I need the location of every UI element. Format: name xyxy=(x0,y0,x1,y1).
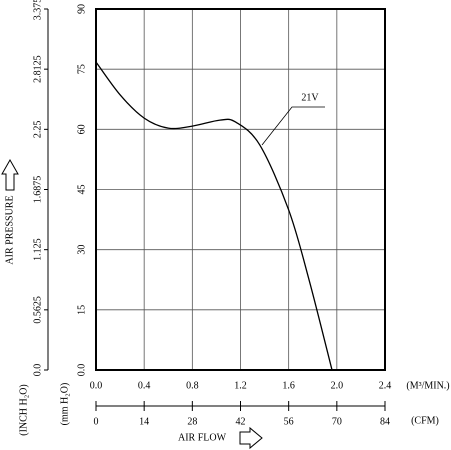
plot-frame xyxy=(95,8,386,371)
y-tick-label: 60 xyxy=(76,124,87,134)
right-arrow xyxy=(239,426,263,450)
y2-tick-label: 0.0 xyxy=(32,364,43,377)
y-tick-label: 30 xyxy=(76,245,87,255)
y-tick-label: 45 xyxy=(76,185,87,195)
x-tick-label: 0.4 xyxy=(138,380,151,391)
x-tick-label: 1.2 xyxy=(234,380,247,391)
x2-tick-label: 70 xyxy=(332,416,342,427)
y2-tick-label: 1.6875 xyxy=(32,176,43,204)
y-tick-label: 90 xyxy=(76,4,87,14)
x-tick-label: 2.4 xyxy=(379,380,392,391)
y2-tick-label: 1.125 xyxy=(32,238,43,261)
x2-tick-label: 0 xyxy=(94,416,99,427)
y2-unit: (INCH H₂O) xyxy=(18,384,29,436)
y2-tick-label: 0.5625 xyxy=(32,296,43,324)
x2-tick-label: 56 xyxy=(284,416,294,427)
leader-line xyxy=(261,106,325,146)
x2-tick-label: 42 xyxy=(236,416,246,427)
y2-tick-label: 2.8125 xyxy=(32,55,43,83)
y-unit: (mm H₂O) xyxy=(59,383,70,426)
x-tick-label: 0.8 xyxy=(186,380,199,391)
curve xyxy=(95,61,333,371)
x2-tick-label: 14 xyxy=(139,416,149,427)
y-tick-label: 75 xyxy=(76,64,87,74)
y-axis-title: AIR PRESSURE xyxy=(4,195,15,264)
y2-tick-label: 2.25 xyxy=(32,121,43,139)
series-label: 21V xyxy=(301,92,319,103)
x-tick-label: 1.6 xyxy=(282,380,295,391)
x-tick-label: 2.0 xyxy=(331,380,344,391)
up-arrow xyxy=(1,158,19,191)
x-tick-label: 0.0 xyxy=(90,380,103,391)
x-axis-title: AIR FLOW xyxy=(178,432,227,443)
y-tick-label: 0.0 xyxy=(76,364,87,377)
x2-tick-label: 84 xyxy=(380,416,390,427)
x2-tick-label: 28 xyxy=(187,416,197,427)
x-unit: (M³/MIN.) xyxy=(406,380,449,391)
y-tick-label: 15 xyxy=(76,305,87,315)
x2-unit: (CFM) xyxy=(411,415,439,426)
y2-tick-label: 3.375 xyxy=(32,0,43,20)
